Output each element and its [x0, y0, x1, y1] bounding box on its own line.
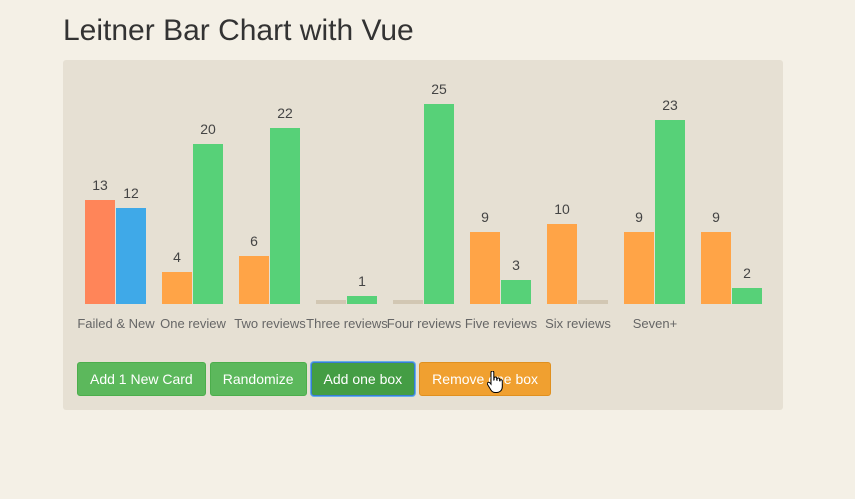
page-title: Leitner Bar Chart with Vue	[63, 14, 414, 47]
category-label: Failed & New	[77, 316, 155, 331]
bar	[701, 232, 731, 304]
bar	[470, 232, 500, 304]
data-label: 23	[662, 97, 678, 113]
empty-bar	[393, 300, 423, 304]
empty-bar	[578, 300, 608, 304]
category-label: Five reviews	[465, 316, 538, 331]
data-label: 10	[554, 201, 570, 217]
empty-bar	[316, 300, 346, 304]
data-label: 6	[250, 233, 258, 249]
data-label: 3	[512, 257, 520, 273]
hand-cursor-icon	[487, 371, 503, 393]
add-box-button[interactable]: Add one box	[310, 362, 416, 396]
bar	[655, 120, 685, 304]
chart-panel: 13 12 Failed & New 4 20 One review 6 22 Two revi…	[63, 60, 783, 410]
category-label: Four reviews	[387, 316, 462, 331]
randomize-button[interactable]: Randomize	[209, 362, 307, 396]
bar	[270, 128, 300, 304]
data-label: 1	[358, 273, 366, 289]
data-label: 13	[92, 177, 108, 193]
bar	[116, 208, 146, 304]
bar	[732, 288, 762, 304]
data-label: 9	[712, 209, 720, 225]
category-label: Three reviews	[306, 316, 388, 331]
bar	[85, 200, 115, 304]
category-label: Seven+	[633, 316, 677, 331]
data-label: 9	[635, 209, 643, 225]
data-label: 9	[481, 209, 489, 225]
data-label: 12	[123, 185, 139, 201]
bar	[162, 272, 192, 304]
bar	[239, 256, 269, 304]
category-label: Six reviews	[545, 316, 611, 331]
bar	[347, 296, 377, 304]
bar	[624, 232, 654, 304]
data-label: 20	[200, 121, 216, 137]
data-label: 22	[277, 105, 293, 121]
button-row: Add 1 New Card Randomize Add one box Rem…	[77, 362, 555, 396]
data-label: 2	[743, 265, 751, 281]
data-label: 4	[173, 249, 181, 265]
add-new-card-button[interactable]: Add 1 New Card	[77, 362, 206, 396]
category-label: One review	[160, 316, 226, 331]
remove-box-button[interactable]: Remove one box	[419, 362, 552, 396]
category-label: Two reviews	[234, 316, 306, 331]
bar	[193, 144, 223, 304]
data-label: 25	[431, 81, 447, 97]
bar	[501, 280, 531, 304]
bar	[547, 224, 577, 304]
bar	[424, 104, 454, 304]
